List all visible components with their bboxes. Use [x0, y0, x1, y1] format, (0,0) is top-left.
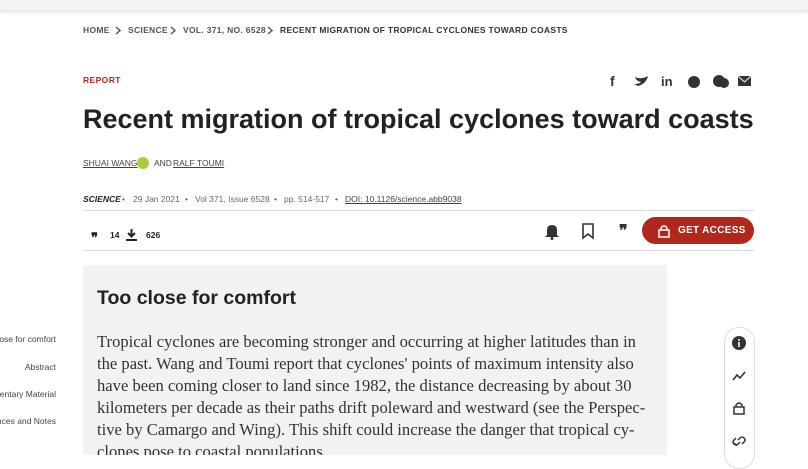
link-icon[interactable] — [732, 434, 746, 446]
separator: • — [122, 194, 125, 204]
summary-line: kilometers per decade as their paths dri… — [97, 398, 646, 417]
article-title: Recent migration of tropical cyclones to… — [83, 104, 754, 134]
share-icons: f in — [605, 72, 755, 90]
issue: Vol 371, Issue 6528 — [195, 194, 270, 204]
get-access-label: GET ACCESS — [678, 225, 746, 236]
info-icon[interactable] — [732, 336, 746, 350]
orcid-icon[interactable] — [137, 157, 149, 169]
citation-count: 14 — [110, 230, 120, 240]
breadcrumb-link[interactable]: VOL. 371, NO. 6528 — [183, 25, 266, 35]
lock-icon — [658, 225, 670, 238]
svg-text:in: in — [661, 74, 673, 89]
nav-link[interactable]: ences and Notes — [0, 416, 56, 426]
citation-icon: ❞ — [91, 230, 98, 245]
alert-icon[interactable] — [543, 222, 561, 240]
get-access-button[interactable]: GET ACCESS — [642, 217, 754, 244]
summary-box: Too close for comfort Tropical cyclones … — [83, 265, 667, 455]
breadcrumb-current: RECENT MIGRATION OF TROPICAL CYCLONES TO… — [280, 25, 568, 35]
summary-heading: Too close for comfort — [97, 287, 296, 309]
access-icon[interactable] — [733, 401, 745, 415]
download-icon — [126, 229, 137, 241]
header-bar — [0, 0, 808, 10]
summary-line: the past. Wang and Toumi report that cyc… — [97, 354, 634, 373]
bookmark-icon[interactable] — [580, 222, 596, 240]
chevron — [115, 26, 122, 35]
summary-line: Tropical cyclones are becoming stronger … — [97, 332, 636, 351]
svg-text:f: f — [610, 73, 615, 89]
doi-link[interactable]: DOI: 10.1126/science.abb9038 — [345, 194, 462, 204]
chevron — [170, 26, 177, 35]
metrics-icon[interactable] — [732, 370, 746, 382]
share-icon-set[interactable]: f in — [605, 72, 755, 90]
author-link[interactable]: RALF TOUMI — [173, 158, 225, 168]
nav-link[interactable]: ose for comfort — [0, 334, 56, 344]
breadcrumb-link[interactable]: HOME — [83, 25, 110, 35]
tool-rail — [724, 327, 755, 469]
journal-name: SCIENCE — [83, 194, 121, 204]
download-count: 626 — [146, 230, 161, 240]
separator: • — [274, 194, 277, 204]
summary-line: clones pose to coastal populations. — [97, 442, 327, 455]
author-link[interactable]: SHUAI WANG — [83, 158, 138, 168]
nav-link[interactable]: entary Material — [0, 389, 56, 399]
nav-link[interactable]: Abstract — [24, 362, 56, 372]
section-label: REPORT — [83, 75, 121, 85]
pages: pp. 514-517 — [284, 194, 330, 204]
breadcrumb-link[interactable]: SCIENCE — [128, 25, 168, 35]
chevron — [267, 26, 274, 35]
separator: • — [335, 194, 338, 204]
summary-line: have been coming closer to land since 19… — [97, 376, 632, 395]
summary-line: tive by Camargo and Wing). This shift co… — [97, 420, 635, 439]
cite-icon[interactable]: ❞ — [619, 223, 628, 240]
separator: • — [185, 194, 188, 204]
divider — [83, 250, 754, 251]
author-connector: AND — [154, 158, 172, 168]
divider — [83, 210, 754, 211]
pub-date: 29 Jan 2021 — [133, 194, 180, 204]
